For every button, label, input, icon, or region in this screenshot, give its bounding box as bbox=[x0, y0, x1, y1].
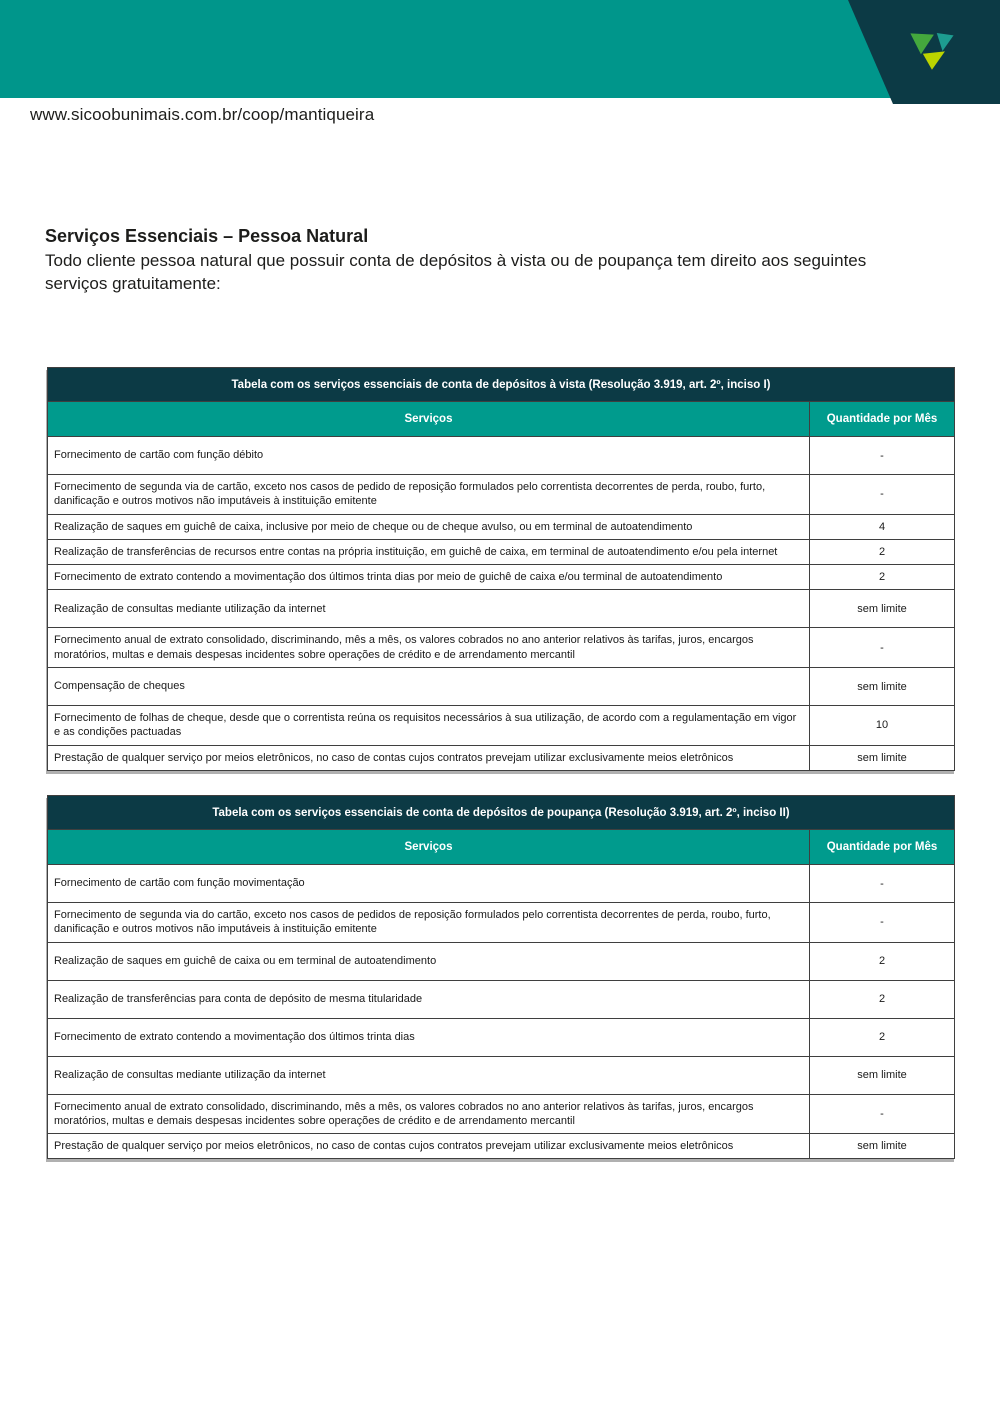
quantity-cell: 2 bbox=[809, 564, 955, 591]
table-row: Prestação de qualquer serviço por meios … bbox=[47, 744, 955, 771]
table-row: Compensação de cheques sem limite bbox=[47, 667, 955, 707]
table-row: Realização de consultas mediante utiliza… bbox=[47, 1055, 955, 1095]
table-row: Realização de saques em guichê de caixa,… bbox=[47, 513, 955, 540]
table-row: Prestação de qualquer serviço por meios … bbox=[47, 1133, 955, 1160]
service-cell: Realização de transferências para conta … bbox=[47, 979, 810, 1019]
column-header-services: Serviços bbox=[47, 829, 810, 865]
service-cell: Fornecimento de cartão com função movime… bbox=[47, 864, 810, 903]
service-cell: Fornecimento anual de extrato consolidad… bbox=[47, 627, 810, 669]
column-header-quantity: Quantidade por Mês bbox=[809, 829, 955, 865]
service-cell: Fornecimento de segunda via de cartão, e… bbox=[47, 474, 810, 515]
table-row: Realização de transferências de recursos… bbox=[47, 538, 955, 566]
quantity-cell: sem limite bbox=[809, 744, 955, 771]
table-title: Tabela com os serviços essenciais de con… bbox=[47, 367, 955, 402]
quantity-cell: 4 bbox=[809, 513, 955, 540]
table-row: Fornecimento de extrato contendo a movim… bbox=[47, 564, 955, 591]
service-cell: Fornecimento de extrato contendo a movim… bbox=[47, 564, 810, 591]
quantity-cell: 2 bbox=[809, 979, 955, 1019]
table-row: Fornecimento de extrato contendo a movim… bbox=[47, 1017, 955, 1057]
service-cell: Realização de saques em guichê de caixa … bbox=[47, 941, 810, 981]
service-cell: Fornecimento de extrato contendo a movim… bbox=[47, 1017, 810, 1057]
quantity-cell: - bbox=[809, 902, 955, 943]
quantity-cell: - bbox=[809, 474, 955, 515]
table-row: Fornecimento de folhas de cheque, desde … bbox=[47, 705, 955, 746]
table-row: Realização de saques em guichê de caixa … bbox=[47, 941, 955, 981]
sicoob-logo-icon bbox=[907, 31, 955, 71]
quantity-cell: sem limite bbox=[809, 1133, 955, 1160]
table-row: Fornecimento de segunda via de cartão, e… bbox=[47, 474, 955, 515]
table-vista: Tabela com os serviços essenciais de con… bbox=[47, 367, 955, 771]
table-row: Fornecimento anual de extrato consolidad… bbox=[47, 1093, 955, 1135]
service-cell: Realização de consultas mediante utiliza… bbox=[47, 589, 810, 629]
service-cell: Prestação de qualquer serviço por meios … bbox=[47, 744, 810, 771]
intro-line-2: serviços gratuitamente: bbox=[45, 273, 221, 293]
column-header-services: Serviços bbox=[47, 401, 810, 437]
top-banner bbox=[0, 0, 1000, 98]
page-url: www.sicoobunimais.com.br/coop/mantiqueir… bbox=[30, 105, 375, 124]
table-row: Fornecimento de cartão com função movime… bbox=[47, 864, 955, 903]
table-row: Realização de consultas mediante utiliza… bbox=[47, 589, 955, 629]
table-header-row: Serviços Quantidade por Mês bbox=[47, 401, 955, 437]
intro-paragraph: Todo cliente pessoa natural que possuir … bbox=[45, 250, 965, 296]
table-row: Fornecimento de segunda via do cartão, e… bbox=[47, 902, 955, 943]
column-header-quantity: Quantidade por Mês bbox=[809, 401, 955, 437]
quantity-cell: 2 bbox=[809, 1017, 955, 1057]
services-table-vista: Tabela com os serviços essenciais de con… bbox=[47, 367, 955, 771]
table-row: Fornecimento de cartão com função débito… bbox=[47, 436, 955, 475]
intro-line-1: Todo cliente pessoa natural que possuir … bbox=[45, 251, 867, 270]
service-cell: Fornecimento anual de extrato consolidad… bbox=[47, 1093, 810, 1135]
table-row: Fornecimento anual de extrato consolidad… bbox=[47, 627, 955, 669]
quantity-cell: - bbox=[809, 1093, 955, 1135]
service-cell: Prestação de qualquer serviço por meios … bbox=[47, 1133, 810, 1160]
quantity-cell: - bbox=[809, 627, 955, 669]
service-cell: Fornecimento de folhas de cheque, desde … bbox=[47, 705, 810, 746]
quantity-cell: sem limite bbox=[809, 667, 955, 707]
table-poupanca: Tabela com os serviços essenciais de con… bbox=[47, 795, 955, 1160]
table-title: Tabela com os serviços essenciais de con… bbox=[47, 795, 955, 830]
service-cell: Realização de transferências de recursos… bbox=[47, 538, 810, 566]
table-title-row: Tabela com os serviços essenciais de con… bbox=[47, 367, 955, 402]
quantity-cell: 10 bbox=[809, 705, 955, 746]
quantity-cell: 2 bbox=[809, 538, 955, 566]
quantity-cell: 2 bbox=[809, 941, 955, 981]
service-cell: Realização de consultas mediante utiliza… bbox=[47, 1055, 810, 1095]
service-cell: Fornecimento de cartão com função débito bbox=[47, 436, 810, 475]
quantity-cell: - bbox=[809, 436, 955, 475]
service-cell: Fornecimento de segunda via do cartão, e… bbox=[47, 902, 810, 943]
quantity-cell: sem limite bbox=[809, 1055, 955, 1095]
services-table-poupanca: Tabela com os serviços essenciais de con… bbox=[47, 795, 955, 1160]
table-header-row: Serviços Quantidade por Mês bbox=[47, 829, 955, 865]
quantity-cell: sem limite bbox=[809, 589, 955, 629]
table-title-row: Tabela com os serviços essenciais de con… bbox=[47, 795, 955, 830]
quantity-cell: - bbox=[809, 864, 955, 903]
page-title: Serviços Essenciais – Pessoa Natural bbox=[45, 226, 369, 246]
service-cell: Realização de saques em guichê de caixa,… bbox=[47, 513, 810, 540]
service-cell: Compensação de cheques bbox=[47, 667, 810, 707]
table-row: Realização de transferências para conta … bbox=[47, 979, 955, 1019]
